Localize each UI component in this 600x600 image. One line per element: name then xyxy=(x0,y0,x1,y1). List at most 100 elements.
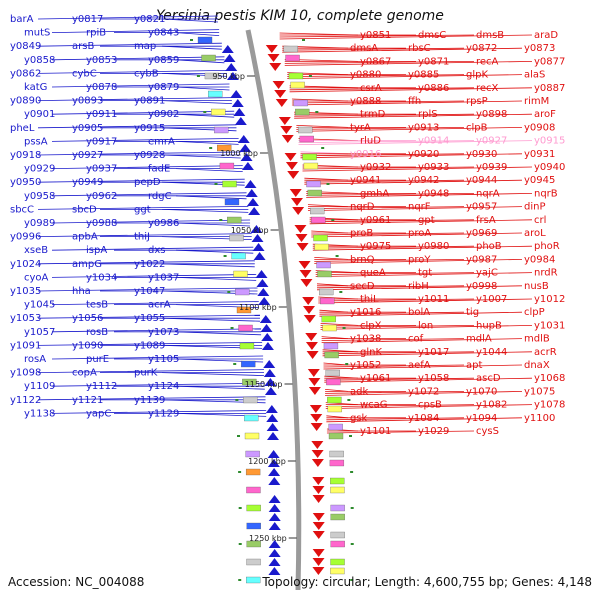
annotation-box xyxy=(204,72,220,80)
gene-label-plus: y1082 xyxy=(476,400,507,411)
gene-label-plus: y0941 xyxy=(350,175,381,186)
gene-label-minus: cyoA xyxy=(24,272,49,283)
gene-label-plus: y0961 xyxy=(360,215,391,226)
gene-label-plus: y0913 xyxy=(408,122,439,133)
label-leader-line xyxy=(321,338,523,343)
tick-label: 1250 kbp xyxy=(249,534,287,543)
gene-label-plus: dinP xyxy=(524,202,546,213)
gene-label-plus: y0886 xyxy=(418,83,449,94)
gene-label-plus: proB xyxy=(350,228,373,239)
feature-tracks xyxy=(190,36,354,584)
track-dot xyxy=(227,291,231,293)
plus-gene-arrow xyxy=(309,405,322,413)
label-leader-line xyxy=(307,206,523,211)
minus-gene-arrow xyxy=(246,198,259,206)
minus-gene-arrow xyxy=(267,450,280,458)
label-leader-line xyxy=(161,209,249,213)
minus-gene-arrow xyxy=(231,99,244,107)
annotation-box xyxy=(320,297,335,305)
gene-label-plus: y1007 xyxy=(476,294,507,305)
gene-label-plus: hupB xyxy=(476,320,502,331)
label-leader-line xyxy=(175,141,239,145)
gene-label-plus: y1044 xyxy=(476,347,507,358)
track-dot xyxy=(238,507,242,509)
gene-label-plus: y0931 xyxy=(524,149,555,160)
gene-label-minus: y1047 xyxy=(134,286,165,297)
gene-label-plus: y1058 xyxy=(418,373,449,384)
label-leader-line xyxy=(315,272,533,277)
gene-label-plus: y0987 xyxy=(466,254,497,265)
gene-label-minus: barA xyxy=(10,14,34,25)
minus-gene-arrow xyxy=(264,387,277,395)
annotation-box xyxy=(243,396,258,404)
plus-gene-arrow xyxy=(308,378,321,386)
annotation-box xyxy=(245,450,260,458)
gene-label-plus: glpK xyxy=(466,70,488,81)
gene-label-plus: y0915 xyxy=(534,136,565,147)
gene-label-plus: tyrA xyxy=(350,122,371,133)
annotation-box xyxy=(217,144,232,152)
gene-label-plus: y0885 xyxy=(408,70,439,81)
label-leader-line xyxy=(314,259,465,262)
annotation-box xyxy=(229,234,244,242)
plus-gene-arrow xyxy=(287,171,300,179)
minus-gene-arrow xyxy=(250,225,263,233)
plus-gene-arrow xyxy=(269,63,282,71)
label-leader-line xyxy=(289,87,533,93)
label-leader-line xyxy=(284,61,475,64)
gene-label-minus: dxs xyxy=(148,245,165,256)
annotation-box xyxy=(324,351,339,359)
genome-summary: Topology: circular; Length: 4,600,755 bp… xyxy=(262,575,592,589)
track-dot xyxy=(342,327,346,329)
gene-label-minus: y1073 xyxy=(148,327,179,338)
gene-label-minus: y0893 xyxy=(72,96,103,107)
annotation-box xyxy=(327,405,342,413)
label-leader-line xyxy=(325,404,533,409)
plus-gene-arrow xyxy=(289,189,302,197)
label-leader-line xyxy=(37,151,241,156)
minus-gene-arrow xyxy=(244,180,257,188)
gene-label-plus: recA xyxy=(476,56,499,67)
gene-label-minus: arsB xyxy=(72,41,94,52)
plus-gene-arrow xyxy=(305,333,318,341)
label-leader-line xyxy=(296,127,465,130)
label-leader-line xyxy=(161,263,255,268)
plus-gene-arrow xyxy=(312,486,325,494)
gene-label-plus: y1029 xyxy=(418,426,449,437)
annotation-box xyxy=(328,423,343,431)
gene-label-plus: y0873 xyxy=(524,43,555,54)
annotation-box xyxy=(298,126,313,134)
annotation-box xyxy=(288,72,304,80)
minus-gene-arrow xyxy=(261,333,274,341)
annotation-box xyxy=(242,378,257,386)
gene-label-plus: rpsP xyxy=(466,96,488,107)
label-leader-line xyxy=(51,328,262,333)
gene-label-minus: katG xyxy=(24,82,47,93)
annotation-box xyxy=(330,486,345,494)
label-leader-line xyxy=(319,311,465,315)
gene-label-minus: ggt xyxy=(134,204,151,215)
minus-gene-arrow xyxy=(221,45,234,53)
annotation-box xyxy=(241,360,256,368)
annotation-box xyxy=(246,522,261,530)
gene-label-minus: y1090 xyxy=(72,340,103,351)
gene-label-plus: proY xyxy=(408,254,431,265)
gene-label-minus: pepD xyxy=(134,177,161,188)
minus-gene-arrow xyxy=(233,108,246,116)
label-leader-line xyxy=(318,298,533,304)
gene-label-plus: nqrB xyxy=(534,188,558,199)
label-leader-line xyxy=(175,195,247,200)
track-dot xyxy=(339,291,343,293)
gene-label-plus: y0877 xyxy=(534,56,565,67)
annotation-box xyxy=(290,81,305,89)
annotation-box xyxy=(327,396,342,404)
minus-gene-arrow xyxy=(268,540,281,548)
gene-label-minus: xseB xyxy=(24,245,48,256)
label-leader-line xyxy=(325,391,523,396)
gene-label-minus: rdgC xyxy=(148,191,172,202)
minus-gene-arrow xyxy=(260,324,273,332)
gene-label-minus: y0878 xyxy=(86,82,117,93)
gene-label-minus: y1105 xyxy=(148,354,179,365)
gene-label-minus: ampG xyxy=(72,259,102,270)
